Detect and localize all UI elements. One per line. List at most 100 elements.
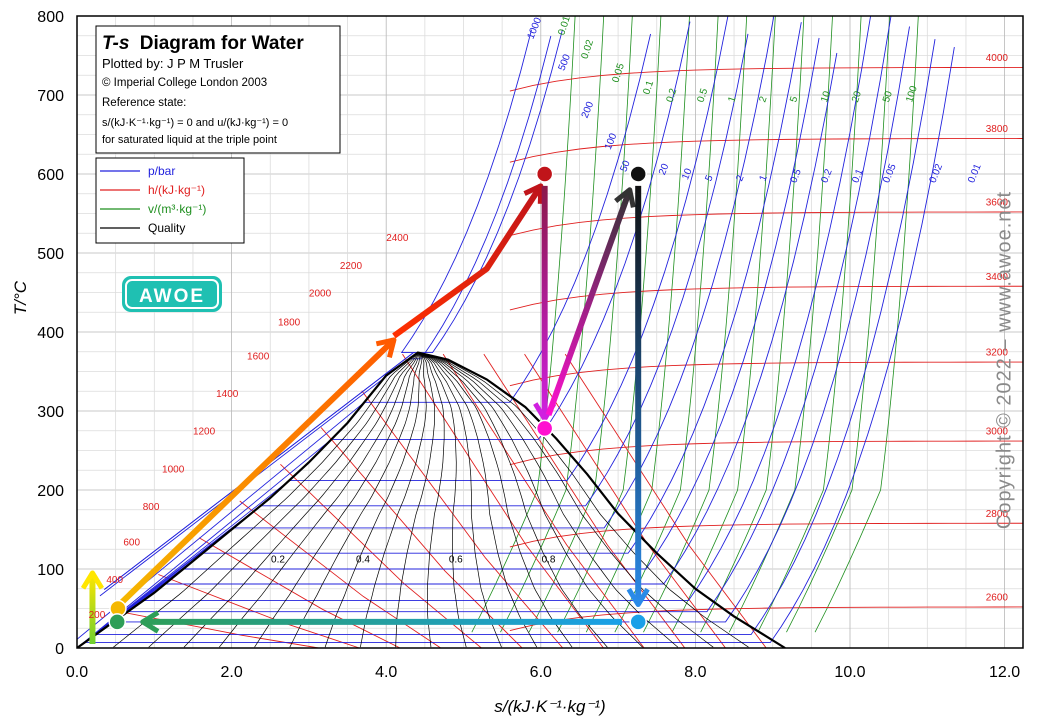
quality-line xyxy=(417,352,749,648)
y-tick-label: 100 xyxy=(37,562,64,579)
enthalpy-label: 2800 xyxy=(986,509,1009,520)
quality-line xyxy=(183,352,419,648)
isochore-line xyxy=(728,16,833,633)
isochore-line xyxy=(528,16,633,633)
quality-line xyxy=(417,352,538,648)
enthalpy-label: 3200 xyxy=(986,348,1009,359)
quality-line xyxy=(417,352,573,648)
enthalpy-line xyxy=(239,500,441,648)
quality-label: 0.2 xyxy=(271,555,285,566)
isobar-line xyxy=(77,16,872,648)
isochore-line xyxy=(643,16,748,633)
y-tick-labels: 0 100 200 300 400 500 600 700 800 xyxy=(37,9,64,658)
enthalpy-label: 1000 xyxy=(162,465,185,476)
enthalpy-line xyxy=(509,606,1023,632)
point-hp-turbine-inlet xyxy=(535,165,554,183)
isobar-label: 5 xyxy=(703,173,715,183)
enthalpy-line xyxy=(198,537,401,648)
isobar-label: 0.5 xyxy=(788,167,804,184)
x-tick-label: 2.0 xyxy=(220,664,242,681)
legend-label-enthalpy: h/(kJ·kg⁻¹) xyxy=(148,183,205,197)
x-tick-label: 10.0 xyxy=(834,664,865,681)
quality-line xyxy=(417,352,445,648)
superheat-arrow xyxy=(392,184,544,339)
liquid-heating-arrow xyxy=(117,337,397,607)
superheat-arrow-head xyxy=(523,183,544,204)
x-tick-labels: 0.0 2.0 4.0 6.0 8.0 10.0 12.0 xyxy=(66,664,1020,681)
point-reheat-start xyxy=(535,419,554,438)
y-tick-label: 200 xyxy=(37,483,64,500)
awoe-logo: AWOE xyxy=(122,276,222,312)
quality-line xyxy=(254,352,419,648)
isochore-label: 0.1 xyxy=(641,79,656,96)
enthalpy-label: 1200 xyxy=(193,427,216,438)
legend-label-volume: v/(m³·kg⁻¹) xyxy=(148,202,206,216)
enthalpy-label: 3600 xyxy=(986,198,1009,209)
isobar-label: 0.2 xyxy=(819,167,835,184)
isochore-lines xyxy=(471,16,919,633)
enthalpy-label: 2000 xyxy=(309,288,332,299)
enthalpy-line xyxy=(509,285,1023,311)
plot-area xyxy=(77,16,1023,648)
info-line-reference-note: for saturated liquid at the triple point xyxy=(102,134,277,146)
svg-text:T-s Diagram for Water: T-s Diagram for Water xyxy=(102,33,304,54)
cycle-arrows xyxy=(80,183,650,645)
point-lp-turbine-inlet xyxy=(629,165,647,183)
enthalpy-line xyxy=(509,440,1023,466)
chart-title-italic: T-s xyxy=(102,33,129,54)
enthalpy-label: 1600 xyxy=(247,352,270,363)
quality-line xyxy=(148,352,419,648)
saturation-curve xyxy=(77,351,786,648)
enthalpy-line xyxy=(509,361,1023,387)
enthalpy-label: 600 xyxy=(123,537,140,548)
isochore-label: 50 xyxy=(881,89,895,103)
enthalpy-line xyxy=(509,211,1023,237)
isochore-label: 20 xyxy=(850,89,864,103)
enthalpy-label: 2400 xyxy=(386,233,409,244)
enthalpy-label: 1400 xyxy=(216,389,239,400)
quality-line xyxy=(417,352,679,648)
quality-line xyxy=(218,352,419,648)
enthalpy-line xyxy=(483,353,686,648)
point-pump-inlet xyxy=(108,613,126,631)
isochore-line xyxy=(786,16,891,633)
isochore-line xyxy=(557,16,662,633)
isobar-line xyxy=(77,16,892,648)
x-tick-label: 12.0 xyxy=(989,664,1020,681)
isobar-line xyxy=(77,33,749,648)
isobar-line xyxy=(77,33,652,640)
quality-line xyxy=(113,352,419,648)
enthalpy-label: 4000 xyxy=(986,53,1009,64)
isobar-label: 20 xyxy=(657,162,672,177)
info-line-reference: Reference state: xyxy=(102,97,186,109)
y-tick-label: 400 xyxy=(37,325,64,342)
y-tick-label: 300 xyxy=(37,404,64,421)
isobar-line xyxy=(104,29,532,590)
x-tick-label: 6.0 xyxy=(530,664,552,681)
enthalpy-label: 1800 xyxy=(278,318,301,329)
isobar-line xyxy=(77,26,910,648)
condensation-arrow-head xyxy=(140,610,160,634)
info-line-plotted-by: Plotted by: J P M Trusler xyxy=(102,56,244,71)
legend-item-quality: Quality xyxy=(100,221,185,235)
legend-item-volume: v/(m³·kg⁻¹) xyxy=(100,202,206,216)
isobar-label: 2 xyxy=(734,173,746,183)
quality-line xyxy=(324,352,422,648)
info-line-reference-eq: s/(kJ·K⁻¹·kg⁻¹) = 0 and u/(kJ·kg⁻¹) = 0 xyxy=(102,117,288,129)
quality-line xyxy=(417,352,502,648)
enthalpy-label: 3800 xyxy=(986,124,1009,135)
isochore-label: 100 xyxy=(904,84,920,104)
enthalpy-label: 200 xyxy=(89,610,106,621)
x-tick-label: 4.0 xyxy=(375,664,397,681)
x-tick-label: 0.0 xyxy=(66,664,88,681)
point-condenser-inlet xyxy=(629,613,647,631)
isobar-label: 1 xyxy=(758,173,770,183)
isochore-label: 0.5 xyxy=(696,87,711,104)
isobar-line xyxy=(77,16,775,648)
y-axis-title: T/°C xyxy=(11,280,30,315)
chart-title: Diagram for Water xyxy=(140,33,305,54)
isobar-label: 0.1 xyxy=(850,167,866,184)
quality-label: 0.6 xyxy=(449,555,463,566)
